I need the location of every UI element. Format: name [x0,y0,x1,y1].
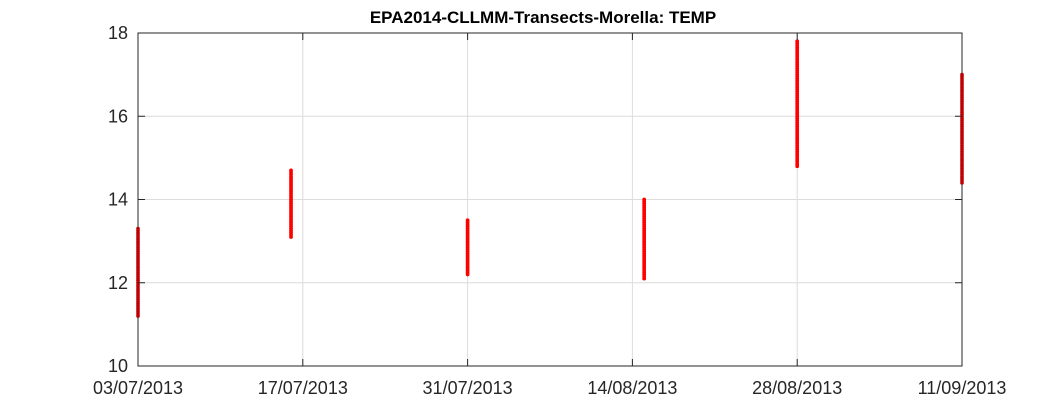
axes: 03/07/2013 17/07/2013 31/07/2013 14/08/2013… [93,23,1006,398]
data-point-column [465,218,470,277]
data-point [465,218,470,223]
y-tick-label: 10 [108,356,128,376]
data-point-column [642,197,647,281]
x-tick-label: 17/07/2013 [258,378,348,398]
data-point-column [289,168,293,239]
grid [137,32,963,367]
data-point [642,197,647,202]
x-tick-label: 03/07/2013 [93,378,183,398]
y-tick-label: 12 [108,273,128,293]
x-tick-label: 31/07/2013 [423,378,513,398]
data-points [136,39,964,318]
y-tick-label: 16 [108,106,128,126]
data-point [289,168,293,173]
y-tick-label: 18 [108,23,128,43]
data-point [795,39,800,44]
data-point-column [795,39,800,169]
y-tick-label: 14 [108,190,128,210]
x-tick-label: 28/08/2013 [752,378,842,398]
data-point-column [960,72,964,185]
x-tick-label: 11/09/2013 [918,378,1007,398]
chart-title: EPA2014-CLLMM-Transects-Morella: TEMP [370,8,716,27]
x-tick-label: 14/08/2013 [587,378,677,398]
